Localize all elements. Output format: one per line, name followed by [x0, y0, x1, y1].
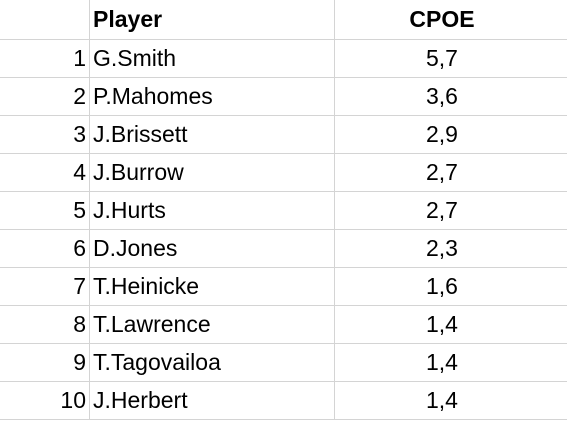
header-cell-player[interactable]: Player [90, 0, 335, 39]
rank-cell[interactable]: 7 [0, 268, 90, 305]
cpoe-cell[interactable]: 1,6 [426, 273, 458, 299]
player-cell[interactable]: T.Heinicke [90, 268, 335, 305]
cpoe-cell[interactable]: 1,4 [426, 311, 458, 337]
rank-cell[interactable]: 3 [0, 116, 90, 153]
player-cell[interactable]: J.Hurts [90, 192, 335, 229]
table-row: 2 P.Mahomes 3,6 [0, 78, 567, 116]
header-row: Player CPOE [0, 0, 567, 40]
table-row: 7 T.Heinicke 1,6 [0, 268, 567, 306]
rank-cell[interactable]: 8 [0, 306, 90, 343]
table-row: 10 J.Herbert 1,4 [0, 382, 567, 420]
cpoe-cell[interactable]: 2,7 [426, 197, 458, 223]
player-cell[interactable]: T.Tagovailoa [90, 344, 335, 381]
player-cell[interactable]: T.Lawrence [90, 306, 335, 343]
table-row: 3 J.Brissett 2,9 [0, 116, 567, 154]
table-row: 1 G.Smith 5,7 [0, 40, 567, 78]
table-row: 4 J.Burrow 2,7 [0, 154, 567, 192]
table-row: 8 T.Lawrence 1,4 [0, 306, 567, 344]
player-cell[interactable]: P.Mahomes [90, 78, 335, 115]
cpoe-cell[interactable]: 1,4 [426, 387, 458, 413]
rank-cell[interactable]: 4 [0, 154, 90, 191]
cpoe-cell[interactable]: 2,7 [426, 159, 458, 185]
table-row: 6 D.Jones 2,3 [0, 230, 567, 268]
table-row: 9 T.Tagovailoa 1,4 [0, 344, 567, 382]
cpoe-cell[interactable]: 2,3 [426, 235, 458, 261]
player-cell[interactable]: D.Jones [90, 230, 335, 267]
rank-cell[interactable]: 10 [0, 382, 90, 419]
rank-cell[interactable]: 6 [0, 230, 90, 267]
player-cell[interactable]: J.Burrow [90, 154, 335, 191]
cpoe-cell[interactable]: 3,6 [426, 83, 458, 109]
header-cell-cpoe[interactable]: CPOE [409, 6, 475, 32]
header-cell-index[interactable] [0, 0, 90, 39]
rank-cell[interactable]: 9 [0, 344, 90, 381]
cpoe-cell[interactable]: 2,9 [426, 121, 458, 147]
cpoe-cell[interactable]: 1,4 [426, 349, 458, 375]
player-cell[interactable]: J.Herbert [90, 382, 335, 419]
cpoe-cell[interactable]: 5,7 [426, 45, 458, 71]
rank-cell[interactable]: 5 [0, 192, 90, 229]
player-cell[interactable]: J.Brissett [90, 116, 335, 153]
player-cell[interactable]: G.Smith [90, 40, 335, 77]
rank-cell[interactable]: 2 [0, 78, 90, 115]
table-row: 5 J.Hurts 2,7 [0, 192, 567, 230]
rank-cell[interactable]: 1 [0, 40, 90, 77]
